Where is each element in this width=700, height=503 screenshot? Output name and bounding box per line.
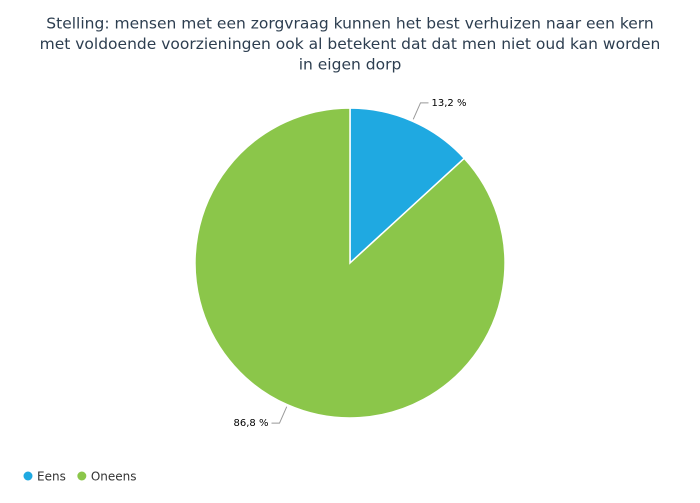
chart-title: in eigen dorp <box>299 56 402 74</box>
leader-line <box>412 102 429 120</box>
legend-marker <box>23 471 33 481</box>
legend-label: Oneens <box>91 470 137 484</box>
chart-title: Stelling: mensen met een zorgvraag kunne… <box>46 15 653 33</box>
legend-label: Eens <box>37 470 66 484</box>
data-label: 86,8 % <box>234 418 269 429</box>
data-label: 13,2 % <box>432 98 467 109</box>
pie-slice <box>349 107 466 265</box>
chart-title: met voldoende voorzieningen ook al betek… <box>40 35 661 53</box>
leader-line <box>271 406 288 424</box>
pie-slice <box>194 107 506 419</box>
legend-marker <box>77 471 87 481</box>
